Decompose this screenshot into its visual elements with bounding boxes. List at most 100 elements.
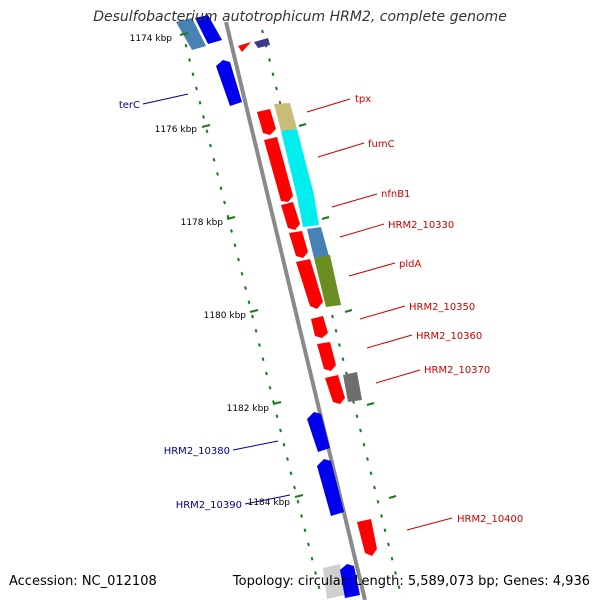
guide-dot [373,485,376,490]
guide-dot [209,143,212,148]
gene-hrm2-10400[interactable] [357,519,377,556]
guide-dot [289,471,293,476]
guide-dot [247,300,251,305]
scale-labels: 1174 kbp 1176 kbp 1178 kbp 1180 kbp 1182… [130,34,291,508]
guide-dot [244,286,247,290]
guide-dot [380,514,383,518]
guide-dot [202,115,205,119]
gene-label-hrm2-10350[interactable]: HRM2_10350 [409,302,475,313]
guide-dot [303,528,307,533]
cog-block-tpx [274,103,297,131]
gene-bottom-1[interactable] [323,564,345,599]
accession-text: Accession: NC_012108 [9,574,157,589]
guide-dot [279,428,282,433]
guide-dot [331,314,334,319]
guide-dot [397,585,401,590]
scale-tick [249,309,259,313]
guide-dot [195,86,198,91]
guide-dot [376,499,380,504]
guide-dot [355,414,359,419]
gene-label-nfnB1[interactable]: nfnB1 [381,189,410,200]
scale-label: 1176 kbp [155,125,198,135]
guide-dot [394,571,397,575]
scale-tick-right [321,216,330,220]
scale-tick [226,216,236,220]
gene-hrm2-10380[interactable] [307,412,330,452]
gene-label-tpx[interactable]: tpx [355,94,371,105]
gene-hrm2-10390[interactable] [317,459,344,516]
gene-nfnB1[interactable] [281,202,300,230]
guide-dot [271,72,275,77]
guide-dot [310,556,314,561]
gene-fumC[interactable] [264,137,293,202]
guide-dot [223,200,226,205]
cog-block-plda [314,255,341,307]
cog-block-hrm2-10330 [307,227,329,258]
genome-summary-text: Topology: circular; Length: 5,589,073 bp… [232,574,590,589]
gene-label-fumC[interactable]: fumC [368,139,395,150]
gene-hrm2-10350[interactable] [311,316,328,338]
gene-plda[interactable] [296,259,323,309]
forward-label-leaders [306,98,453,531]
gene-terC[interactable] [216,60,242,106]
guide-dot [296,499,300,504]
guide-dot [359,428,362,433]
gene-top-left-2[interactable] [195,15,222,44]
guide-dot [275,414,279,419]
map-title: Desulfobacterium autotrophicum HRM2, com… [93,9,507,25]
gene-bottom-2[interactable] [340,564,360,598]
cog-block-fumC [281,129,314,197]
guide-dot [362,442,366,447]
cog-block-nfnB1 [297,195,319,227]
scale-tick [272,401,282,405]
scale-tick-right [298,123,307,127]
scale-tick [201,124,211,128]
gene-label-hrm2-10400[interactable]: HRM2_10400 [457,514,523,525]
guide-dot [237,257,240,262]
gene-label-terC[interactable]: terC [119,100,140,111]
gene-top-small-2[interactable] [254,38,270,48]
guide-dot [366,457,369,461]
gene-top-small[interactable] [238,42,251,52]
gene-tpx[interactable] [257,109,276,135]
gene-label-hrm2-10370[interactable]: HRM2_10370 [424,365,490,376]
guide-dot [268,58,271,62]
guide-dot [334,328,338,333]
guide-dot [216,172,219,176]
guide-dot [261,29,264,34]
scale-ticks [179,32,397,499]
guide-dot [383,528,387,533]
gene-top-left-1[interactable] [176,18,206,50]
scale-label: 1174 kbp [130,34,173,44]
scale-label: 1180 kbp [204,311,247,321]
scale-tick-right [366,402,375,406]
gene-label-hrm2-10390[interactable]: HRM2_10390 [176,500,242,511]
guide-dot [240,271,244,276]
reverse-label-leaders [142,93,291,505]
guide-dot [198,100,202,105]
guide-dot [184,43,188,48]
guide-dot [230,229,233,233]
gene-hrm2-10360[interactable] [317,342,336,371]
guide-dot [268,385,272,390]
guide-dot [265,371,268,376]
gene-label-hrm2-10380[interactable]: HRM2_10380 [164,446,230,457]
guide-dot [261,357,265,362]
guide-dot [387,542,390,547]
guide-dot [191,72,195,77]
guide-dot [258,343,261,347]
guide-dot [307,542,310,547]
guide-dot [188,58,191,62]
scale-tick-right [344,309,353,313]
gene-label-plda[interactable]: pldA [399,259,421,270]
cog-block-hrm2-10370 [343,372,362,402]
gene-label-hrm2-10330[interactable]: HRM2_10330 [388,220,454,231]
guide-dot [314,571,317,575]
scale-tick-right [388,495,397,499]
scale-tick [179,32,189,36]
gene-hrm2-10330[interactable] [289,231,308,258]
gene-label-hrm2-10360[interactable]: HRM2_10360 [416,331,482,342]
gene-hrm2-10370[interactable] [325,375,345,404]
guide-dot [341,357,345,362]
